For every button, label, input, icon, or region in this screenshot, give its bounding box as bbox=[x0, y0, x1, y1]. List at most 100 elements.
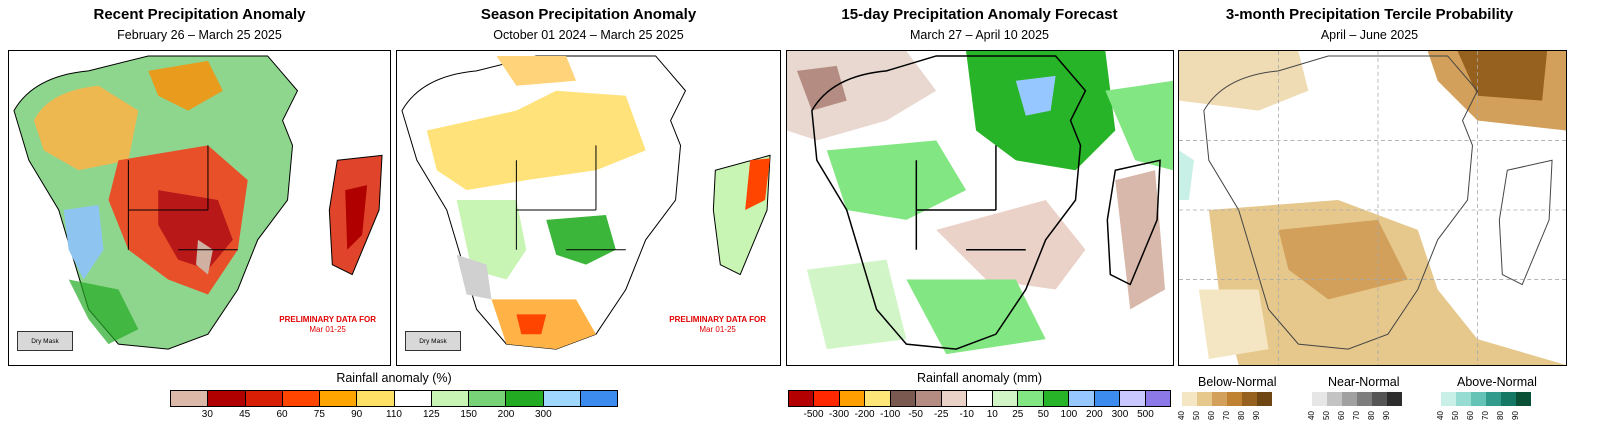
tercile-swatch bbox=[1516, 392, 1531, 406]
preliminary-line2-2: Mar 01-25 bbox=[699, 325, 736, 334]
percent-tick-label: 45 bbox=[239, 409, 251, 420]
panel-3-title: 15-day Precipitation Anomaly Forecast bbox=[841, 6, 1118, 23]
percent-tick-label: 30 bbox=[201, 409, 213, 420]
percent-tick-label: 75 bbox=[313, 409, 325, 420]
mm-tick-label: 300 bbox=[1111, 409, 1129, 420]
percent-swatch-10 bbox=[543, 391, 581, 406]
tercile-swatch bbox=[1257, 392, 1272, 406]
tercile-swatch bbox=[1242, 392, 1257, 406]
tercile-tick-label: 50 bbox=[1451, 411, 1460, 420]
tercile-swatch bbox=[1182, 392, 1197, 406]
preliminary-note: PRELIMINARY DATA FOR Mar 01-25 bbox=[279, 315, 376, 335]
map-season-anomaly: PRELIMINARY DATA FOR Mar 01-25 Dry Mask bbox=[396, 50, 781, 366]
mm-tick-label: -10 bbox=[959, 409, 974, 420]
tercile-map-graphic bbox=[1179, 51, 1566, 365]
mm-swatch-8 bbox=[992, 391, 1019, 406]
mm-tick-label: -50 bbox=[908, 409, 923, 420]
tercile-group-label: Above-Normal bbox=[1457, 375, 1537, 389]
legend-percent-ticks: 30 45 60 75 90 110 125 150 200 300 bbox=[170, 409, 618, 423]
percent-swatch-1 bbox=[208, 391, 246, 406]
map-recent-anomaly: PRELIMINARY DATA FOR Mar 01-25 Dry Mask bbox=[8, 50, 391, 366]
legend-percent-colorbar bbox=[170, 390, 618, 407]
tercile-tick-label: 40 bbox=[1436, 411, 1445, 420]
tercile-swatch bbox=[1441, 392, 1456, 406]
tercile-swatch bbox=[1486, 392, 1501, 406]
mm-tick-label: -25 bbox=[933, 409, 949, 420]
preliminary-note-2: PRELIMINARY DATA FOR Mar 01-25 bbox=[669, 315, 766, 335]
panel-1-title: Recent Precipitation Anomaly bbox=[93, 6, 306, 23]
tercile-group-colorbar bbox=[1182, 392, 1272, 406]
mm-swatch-5 bbox=[916, 391, 942, 406]
mm-tick-label: 500 bbox=[1137, 409, 1154, 420]
percent-swatch-11 bbox=[580, 391, 617, 406]
tercile-tick-label: 40 bbox=[1177, 411, 1186, 420]
map-3month-tercile bbox=[1178, 50, 1567, 366]
mm-tick-label: -200 bbox=[854, 409, 875, 420]
tercile-swatch bbox=[1327, 392, 1342, 406]
season-anomaly-map-graphic bbox=[401, 55, 771, 350]
mm-swatch-14 bbox=[1145, 391, 1171, 406]
tercile-tick-label: 70 bbox=[1352, 411, 1361, 420]
mm-tick-label: -100 bbox=[880, 409, 901, 420]
tercile-tick-label: 90 bbox=[1252, 411, 1261, 420]
tercile-swatch bbox=[1312, 392, 1327, 406]
tercile-swatch bbox=[1372, 392, 1387, 406]
tercile-group-label: Below-Normal bbox=[1198, 375, 1277, 389]
legend-mm-title: Rainfall anomaly (mm) bbox=[916, 371, 1043, 385]
tercile-group-colorbar bbox=[1441, 392, 1531, 406]
legend-mm-ticks: -500 -300 -200 -100 -50 -25 -10 10 25 50 100 200 300… bbox=[788, 409, 1171, 423]
mm-tick-label: -500 bbox=[803, 409, 824, 420]
tercile-tick-label: 80 bbox=[1496, 411, 1505, 420]
percent-swatch-4 bbox=[320, 391, 358, 406]
percent-swatch-9 bbox=[506, 391, 544, 406]
tercile-swatch bbox=[1456, 392, 1471, 406]
tercile-swatch bbox=[1212, 392, 1227, 406]
mm-swatch-4 bbox=[890, 391, 917, 406]
percent-swatch-6 bbox=[394, 391, 432, 406]
tercile-tick-label: 50 bbox=[1192, 411, 1201, 420]
tercile-tick-label: 90 bbox=[1511, 411, 1520, 420]
mm-swatch-6 bbox=[941, 391, 968, 406]
panel-4-title: 3-month Precipitation Tercile Probabilit… bbox=[1225, 6, 1514, 23]
tercile-group-colorbar bbox=[1312, 392, 1402, 406]
mm-swatch-12 bbox=[1094, 391, 1121, 406]
percent-swatch-7 bbox=[431, 391, 469, 406]
percent-tick-label: 90 bbox=[351, 409, 363, 420]
dry-mask-swatch: Dry Mask bbox=[17, 331, 73, 351]
forecast-map-graphic bbox=[787, 51, 1173, 365]
dry-mask-swatch-2: Dry Mask bbox=[405, 331, 461, 351]
tercile-tick-label: 80 bbox=[1237, 411, 1246, 420]
panel-3-subtitle: March 27 – April 10 2025 bbox=[910, 28, 1049, 42]
tercile-swatch bbox=[1342, 392, 1357, 406]
tercile-tick-label: 60 bbox=[1466, 411, 1475, 420]
percent-tick-label: 110 bbox=[386, 409, 402, 420]
tercile-tick-label: 60 bbox=[1207, 411, 1216, 420]
mm-swatch-11 bbox=[1069, 391, 1095, 406]
tercile-tick-label: 40 bbox=[1307, 411, 1316, 420]
tercile-tick-label: 70 bbox=[1481, 411, 1490, 420]
panel-2-title: Season Precipitation Anomaly bbox=[480, 6, 697, 23]
tercile-swatch bbox=[1197, 392, 1212, 406]
mm-swatch-13 bbox=[1120, 391, 1146, 406]
tercile-tick-label: 50 bbox=[1322, 411, 1331, 420]
percent-swatch-2 bbox=[245, 391, 283, 406]
percent-tick-label: 125 bbox=[422, 409, 440, 420]
percent-swatch-3 bbox=[282, 391, 320, 406]
panel-2-subtitle: October 01 2024 – March 25 2025 bbox=[493, 28, 684, 42]
legend-percent-title: Rainfall anomaly (%) bbox=[336, 371, 452, 385]
percent-tick-label: 300 bbox=[534, 409, 552, 420]
map-15day-forecast bbox=[786, 50, 1174, 366]
mm-swatch-9 bbox=[1018, 391, 1044, 406]
mm-swatch-10 bbox=[1043, 391, 1070, 406]
tercile-group-label: Near-Normal bbox=[1328, 375, 1400, 389]
preliminary-line1: PRELIMINARY DATA FOR bbox=[279, 315, 376, 324]
percent-tick-label: 150 bbox=[460, 409, 477, 420]
tercile-swatch bbox=[1387, 392, 1402, 406]
panel-1-subtitle: February 26 – March 25 2025 bbox=[117, 28, 282, 42]
tercile-tick-label: 90 bbox=[1382, 411, 1391, 420]
tercile-swatch bbox=[1501, 392, 1516, 406]
panel-4-subtitle: April – June 2025 bbox=[1320, 28, 1419, 42]
mm-swatch-1 bbox=[814, 391, 840, 406]
preliminary-line2: Mar 01-25 bbox=[309, 325, 346, 334]
mm-tick-label: 10 bbox=[986, 409, 998, 420]
